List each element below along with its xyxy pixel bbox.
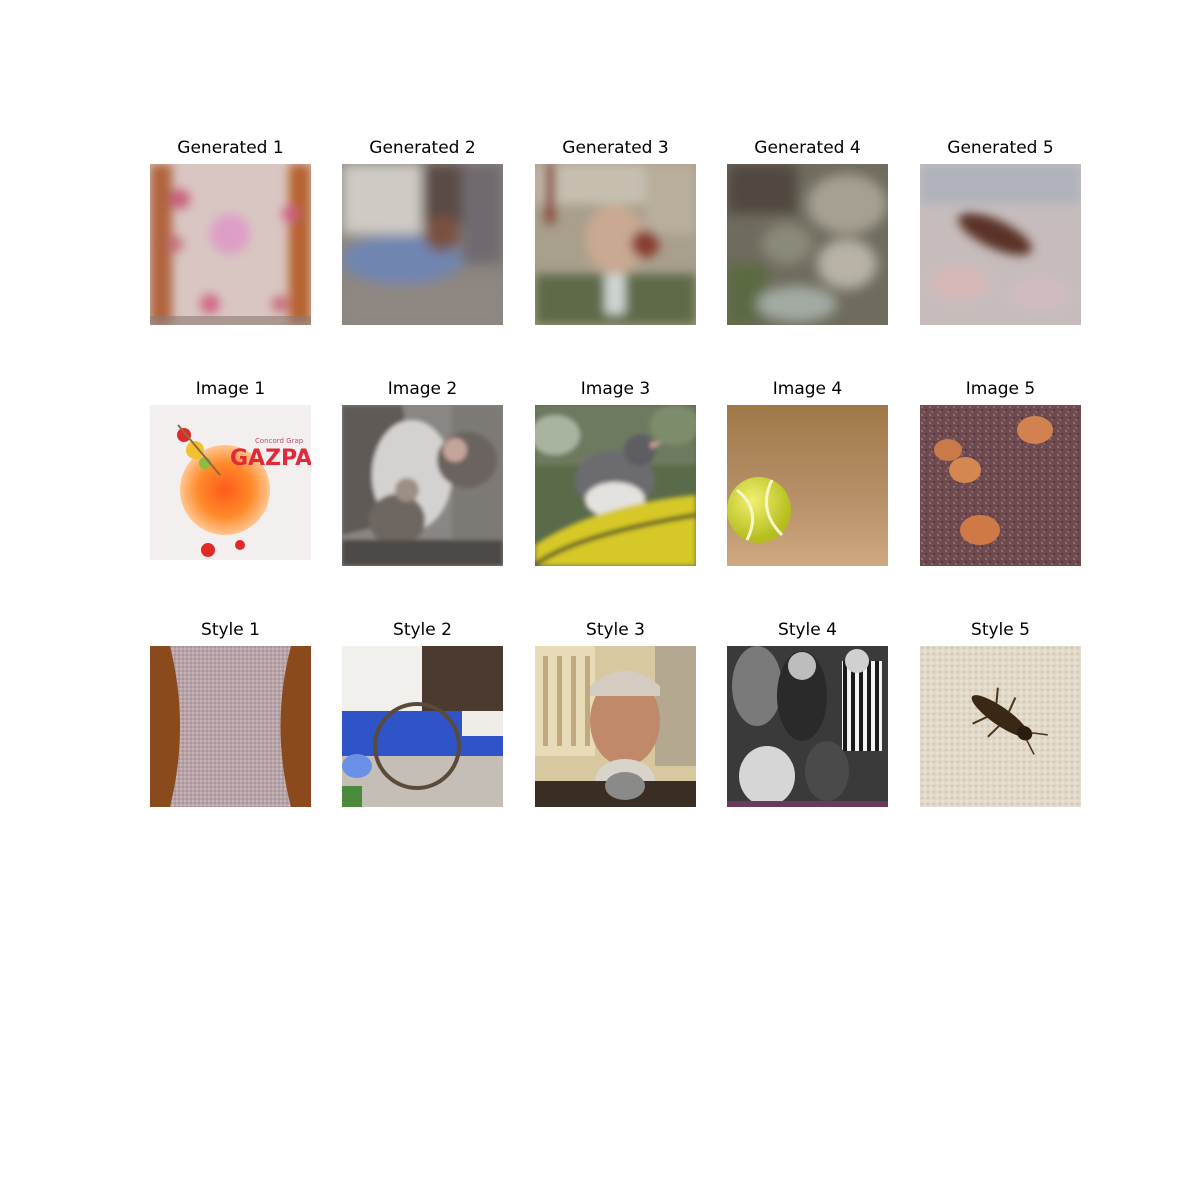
image-4-title: Image 4 <box>772 379 843 399</box>
style-2-image <box>342 646 503 807</box>
concord-grape-text: Concord Grap <box>255 437 304 445</box>
generated-5-title: Generated 5 <box>947 138 1054 158</box>
image-5-image <box>920 405 1081 566</box>
style-4-image <box>727 646 888 807</box>
style-5-image <box>920 646 1081 807</box>
generated-4-image <box>727 164 888 325</box>
generated-2-title: Generated 2 <box>369 138 476 158</box>
image-1-title: Image 1 <box>195 379 266 399</box>
style-5-title: Style 5 <box>971 620 1030 640</box>
style-4-title: Style 4 <box>778 620 837 640</box>
style-3-image <box>535 646 696 807</box>
generated-5-image <box>920 164 1081 325</box>
image-5-title: Image 5 <box>965 379 1036 399</box>
generated-3-image <box>535 164 696 325</box>
generated-3-title: Generated 3 <box>562 138 669 158</box>
generated-4-title: Generated 4 <box>754 138 861 158</box>
image-1-image: GAZPACH Concord Grap <box>150 405 311 566</box>
image-2-title: Image 2 <box>387 379 458 399</box>
generated-2-image <box>342 164 503 325</box>
style-2-title: Style 2 <box>393 620 452 640</box>
style-3-title: Style 3 <box>586 620 645 640</box>
style-1-image <box>150 646 311 807</box>
image-4-image <box>727 405 888 566</box>
gazpacho-text: GAZPACH <box>230 446 311 471</box>
image-3-image <box>535 405 696 566</box>
generated-1-image <box>150 164 311 325</box>
image-2-image <box>342 405 503 566</box>
style-1-title: Style 1 <box>201 620 260 640</box>
image-3-title: Image 3 <box>580 379 651 399</box>
generated-1-title: Generated 1 <box>177 138 284 158</box>
